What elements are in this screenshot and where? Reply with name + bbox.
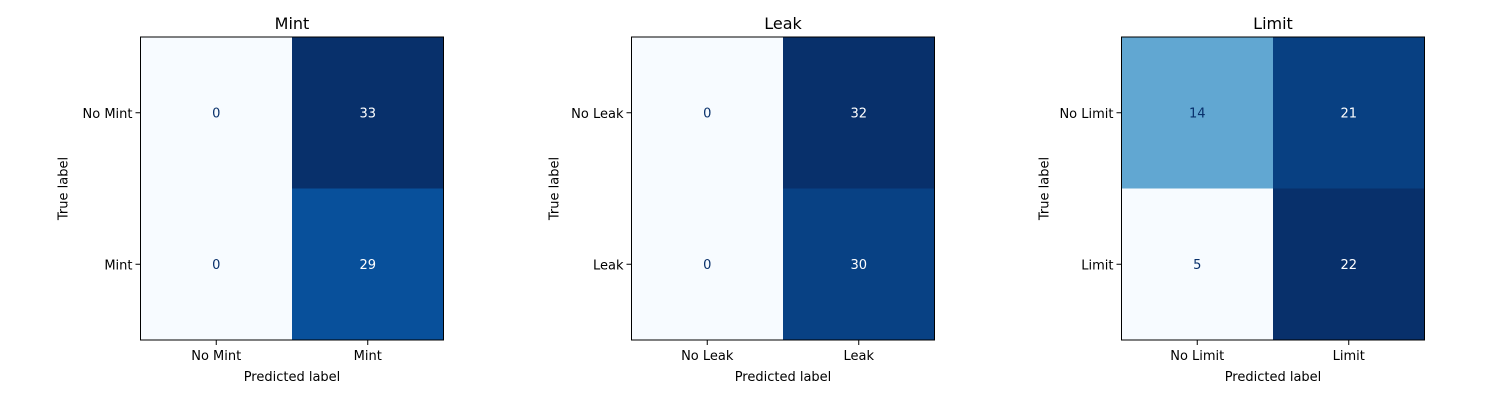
cell-value-label: 14 [1189,106,1206,121]
confusion-matrix-panel-limit: 14 21 5 22 Limit No Limit Limit No Limit Limit Pr… [1038,14,1425,385]
matrix-cell [783,37,935,189]
matrix-cell [140,188,292,340]
matrix-cell [140,37,292,189]
confusion-matrix-panel-mint: 0 33 0 29 Mint No Mint Mint No Mint Mint Predicte… [57,14,444,385]
x-axis-label: Predicted label [735,370,832,385]
x-axis-label: Predicted label [1225,370,1322,385]
chart-title: Mint [275,14,310,33]
matrix-cell [1273,188,1425,340]
y-axis-label: True label [1038,157,1053,221]
matrix-cell [783,188,935,340]
chart-title: Leak [764,14,802,33]
x-axis-label: Predicted label [244,370,341,385]
matrix-cell [631,188,783,340]
cell-value-label: 0 [212,258,220,273]
matrix-cell [292,37,444,189]
y-tick-label: Leak [593,258,624,273]
y-tick-label: Limit [1081,258,1113,273]
cell-value-label: 30 [850,258,867,273]
x-tick-label: Leak [843,349,874,364]
chart-title: Limit [1253,14,1293,33]
y-axis-label: True label [57,157,72,221]
x-tick-label: No Mint [191,349,241,364]
matrix-cell [1121,37,1273,189]
axes-frame [1121,36,1425,341]
y-tick-label: No Mint [83,107,133,122]
x-tick-label: Limit [1333,349,1365,364]
matrix-cell [292,188,444,340]
x-tick-label: No Leak [681,349,734,364]
matrix-cell [1273,37,1425,189]
cell-value-label: 0 [212,106,220,121]
cell-value-label: 22 [1340,258,1357,273]
confusion-matrix-panel-leak: 0 32 0 30 Leak No Leak Leak No Leak Leak Predicte… [548,14,935,385]
y-tick-label: No Limit [1059,107,1113,122]
cell-value-label: 32 [850,106,867,121]
y-tick-label: Mint [104,258,132,273]
x-tick-label: Mint [354,349,382,364]
cell-value-label: 29 [359,258,376,273]
cell-value-label: 21 [1340,106,1357,121]
y-axis-label: True label [548,157,563,221]
cell-value-label: 33 [359,106,376,121]
matrix-cell [1121,188,1273,340]
cell-value-label: 0 [703,106,711,121]
y-tick-label: No Leak [571,107,624,122]
cell-value-label: 0 [703,258,711,273]
axes-frame [140,36,444,341]
matrix-cell [631,37,783,189]
cell-value-label: 5 [1193,258,1201,273]
x-tick-label: No Limit [1170,349,1224,364]
axes-frame [631,36,935,341]
